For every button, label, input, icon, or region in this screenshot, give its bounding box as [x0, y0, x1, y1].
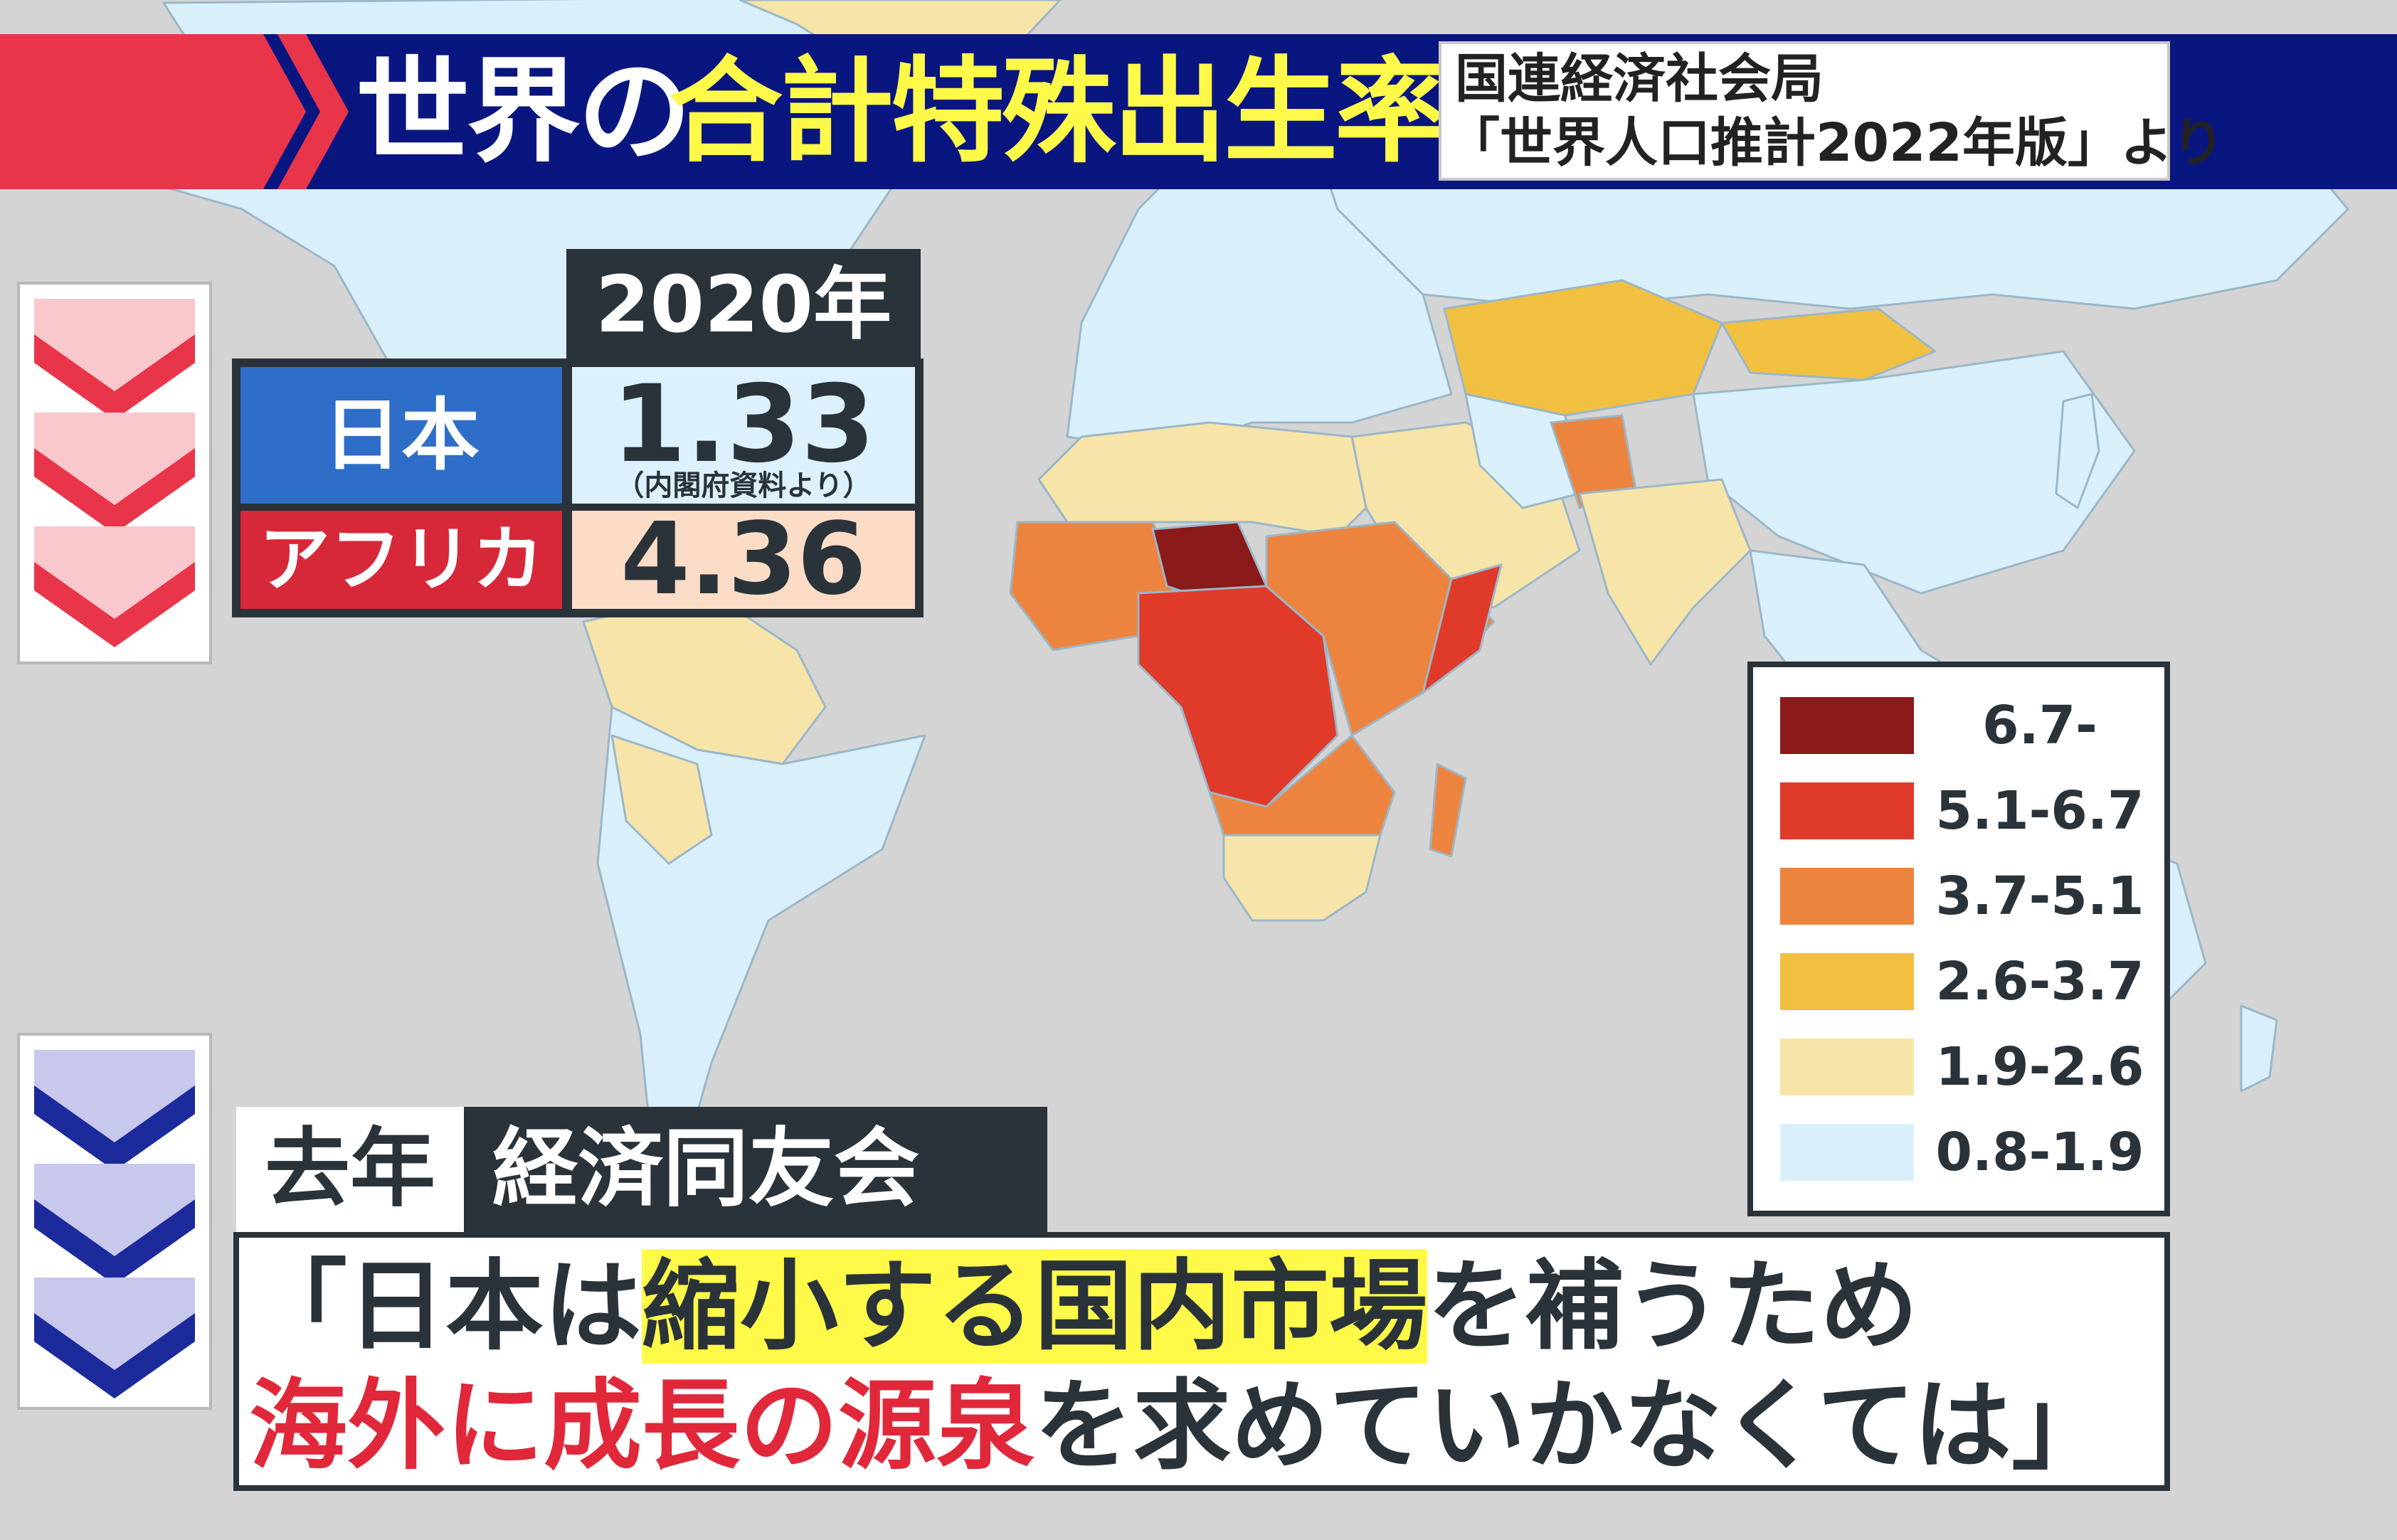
quote-line-2: 海外に成長の源泉を求めていかなくては」	[249, 1366, 2110, 1487]
japan	[2055, 393, 2100, 509]
stat-year-header: 2020年	[566, 249, 921, 360]
africa-label: アフリカ	[240, 511, 562, 609]
north-africa	[1037, 421, 1367, 538]
legend-label-1: 6.7-	[1982, 695, 2097, 756]
legend-swatch-1	[1780, 697, 1914, 754]
japan-value-cell	[572, 367, 915, 504]
legend-label-6: 0.8-1.9	[1935, 1122, 2144, 1183]
legend-swatch-4	[1780, 953, 1914, 1010]
page-title-prefix: 世界の	[356, 45, 692, 178]
source-line-1: 国連経済社会局	[1455, 48, 1824, 110]
quote-red-phrase: 海外に成長の源泉	[249, 1369, 1035, 1483]
andes-bolivia	[610, 734, 713, 865]
legend-label-5: 1.9-2.6	[1935, 1036, 2144, 1098]
india	[1578, 478, 1752, 666]
source-box	[1439, 41, 2170, 181]
red-chevron-strip	[17, 282, 212, 664]
caption-tag-organization: 経済同友会	[464, 1107, 1047, 1232]
legend-swatch-6	[1780, 1124, 1914, 1181]
legend-label-3: 3.7-5.1	[1935, 866, 2144, 927]
legend-swatch-3	[1780, 868, 1914, 925]
down-chevrons-red-icon	[34, 299, 195, 647]
quote-line1-end: を補うため	[1427, 1249, 1919, 1364]
quote-line-1: 「日本は縮小する国内市場を補うため	[249, 1246, 1918, 1367]
banner-red-accent	[0, 34, 277, 189]
down-chevrons-blue-icon	[34, 1050, 195, 1398]
japan-value: 1.33	[611, 363, 876, 487]
japan-source-note: （内閣府資料より）	[615, 469, 872, 502]
madagascar	[1429, 763, 1467, 858]
page-title-main: 合計特殊出生率	[669, 45, 1449, 178]
caption-tag-year: 去年	[236, 1107, 464, 1232]
banner-chevron-icon	[235, 34, 349, 189]
mongolia	[1720, 307, 1937, 381]
quote-open: 「日本は	[249, 1249, 642, 1364]
china-east-asia	[1692, 350, 2136, 595]
somalia	[1422, 563, 1503, 694]
quote-line2-end: を求めていかなくては」	[1035, 1369, 2110, 1483]
africa-value: 4.36	[572, 510, 915, 610]
legend-swatch-5	[1780, 1039, 1914, 1095]
blue-chevron-strip	[17, 1033, 212, 1410]
legend-label-2: 5.1-6.7	[1935, 780, 2144, 841]
source-line-2: 「世界人口推計2022年版」より	[1447, 112, 2225, 174]
legend-label-4: 2.6-3.7	[1935, 951, 2144, 1012]
legend-swatch-2	[1780, 782, 1914, 839]
southern-africa	[1222, 834, 1382, 922]
new-zealand	[2240, 1004, 2278, 1093]
japan-label: 日本	[240, 367, 562, 504]
quote-highlight: 縮小する国内市場	[642, 1249, 1428, 1364]
